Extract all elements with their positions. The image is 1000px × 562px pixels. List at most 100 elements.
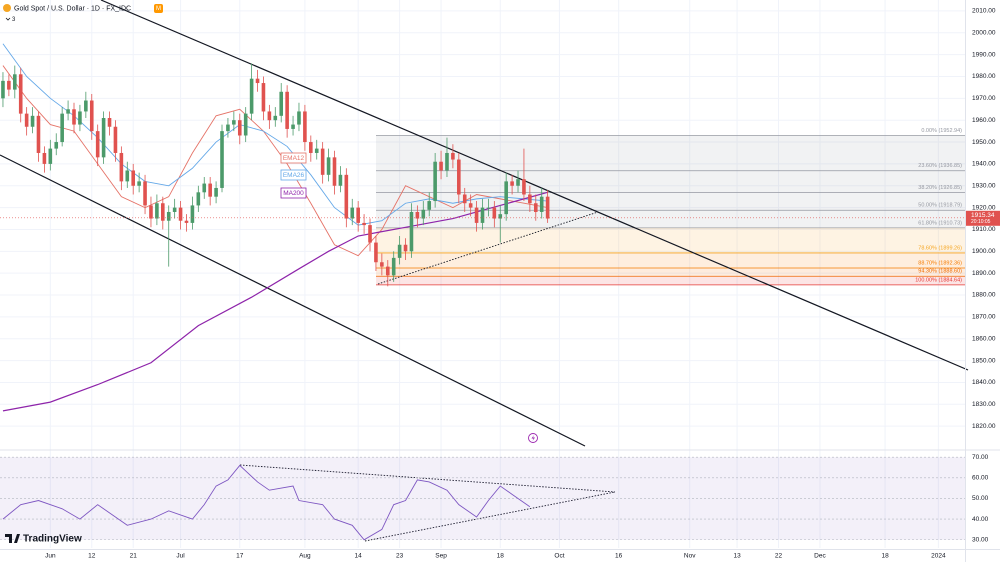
candle-body xyxy=(7,80,11,90)
candle-body xyxy=(468,203,473,208)
candle-body xyxy=(474,207,479,223)
symbol-icon xyxy=(3,4,11,12)
candle-body xyxy=(13,74,17,90)
candle-body xyxy=(113,126,118,153)
overlay-line xyxy=(2,191,548,412)
rsi-upper-line xyxy=(239,464,616,493)
x-tick-label: Jun xyxy=(45,553,56,560)
collapse-icon[interactable] xyxy=(5,17,11,21)
candle-body xyxy=(72,109,76,125)
candle-body xyxy=(30,115,35,127)
y-tick-label: 1950.00 xyxy=(972,139,996,146)
x-tick-label: Oct xyxy=(554,553,564,560)
channel-lower xyxy=(0,154,586,447)
candle-body xyxy=(320,148,325,175)
price-layer xyxy=(0,43,965,412)
y-tick-label: 1840.00 xyxy=(972,379,996,386)
brand-logo xyxy=(5,534,20,543)
candle-body xyxy=(492,207,497,219)
candle-body xyxy=(380,262,384,267)
candle-body xyxy=(119,152,124,182)
candle-body xyxy=(267,111,272,121)
candle-body xyxy=(486,207,491,209)
candle-body xyxy=(279,91,284,116)
candle-body xyxy=(309,142,313,153)
candle-body xyxy=(314,148,319,153)
y-tick-label: 1880.00 xyxy=(972,292,996,299)
rsi-line xyxy=(2,464,531,541)
x-tick-label: 22 xyxy=(775,553,783,560)
candle-body xyxy=(356,207,360,223)
fib-label: 50.00% (1918.79) xyxy=(918,203,962,209)
y-tick-label: 1830.00 xyxy=(972,401,996,408)
rsi-layer xyxy=(0,456,965,541)
candle-body xyxy=(255,78,260,84)
fib-label: 94.30% (1888.60) xyxy=(918,269,962,275)
candle-body xyxy=(285,91,289,129)
y-tick-label: 1900.00 xyxy=(972,248,996,255)
candle-body xyxy=(226,124,230,132)
candle-body xyxy=(533,203,538,212)
y-tick-label: 1870.00 xyxy=(972,314,996,321)
fib-label: 23.60% (1936.85) xyxy=(918,163,962,169)
symbol-title[interactable]: Gold Spot / U.S. Dollar · 1D · FX_IDC xyxy=(14,5,131,12)
candle-body xyxy=(178,207,183,221)
x-tick-label: 21 xyxy=(130,553,138,560)
fib-label: 100.00% (1884.64) xyxy=(915,277,962,283)
candle-body xyxy=(350,207,355,219)
rsi-tick-label: 50.00 xyxy=(972,495,989,502)
candle-body xyxy=(338,174,343,186)
candle-body xyxy=(54,142,59,149)
event-bolt xyxy=(531,435,535,441)
candle-body xyxy=(273,115,278,121)
candle-body xyxy=(362,222,366,226)
candle-body xyxy=(504,181,508,215)
candle-body xyxy=(297,111,301,125)
badge-bg xyxy=(154,4,163,13)
rsi-tick-label: 60.00 xyxy=(972,475,989,482)
candle-body xyxy=(196,192,201,206)
candle-body xyxy=(172,207,177,212)
axis-layer: 1820.001830.001840.001850.001860.001870.… xyxy=(45,8,1000,560)
fib-label: 38.20% (1926.85) xyxy=(918,185,962,191)
candle-body xyxy=(445,152,449,171)
candle-body xyxy=(516,179,520,186)
candle-body xyxy=(137,181,141,186)
candle-body xyxy=(462,194,467,204)
candle-body xyxy=(18,74,23,114)
candle-body xyxy=(249,78,254,114)
support-line xyxy=(377,211,599,285)
y-tick-label: 2000.00 xyxy=(972,29,996,36)
x-tick-label: Dec xyxy=(814,553,826,560)
candle-body xyxy=(291,124,295,129)
candle-body xyxy=(24,113,29,127)
countdown-label: 20:10:05 xyxy=(971,219,991,225)
candle-body xyxy=(522,179,526,195)
candle-body xyxy=(1,80,5,99)
legend-box xyxy=(280,187,307,199)
y-tick-label: 1890.00 xyxy=(972,270,996,277)
fib-zone xyxy=(376,210,965,228)
event-icon[interactable] xyxy=(528,433,538,443)
y-tick-label: 1970.00 xyxy=(972,95,996,102)
indicator-count[interactable]: 3 xyxy=(12,17,16,23)
candle-body xyxy=(385,266,390,276)
candle-body xyxy=(161,203,165,221)
legend-box xyxy=(280,169,307,181)
rsi-lower-line xyxy=(364,491,616,542)
x-tick-label: Nov xyxy=(684,553,696,560)
x-tick-label: 14 xyxy=(355,553,363,560)
candle-body xyxy=(237,120,242,136)
candle-body xyxy=(457,159,461,195)
candle-body xyxy=(368,225,372,243)
header[interactable]: Gold Spot / U.S. Dollar · 1D · FX_IDC M … xyxy=(3,4,163,23)
candle-body xyxy=(214,187,218,197)
x-tick-label: 16 xyxy=(615,553,623,560)
y-tick-label: 2010.00 xyxy=(972,8,996,15)
x-tick-label: 17 xyxy=(236,553,244,560)
fib-zone xyxy=(376,135,965,171)
candle-body xyxy=(539,196,544,212)
fib-zone xyxy=(376,192,965,211)
candle-body xyxy=(202,183,207,193)
